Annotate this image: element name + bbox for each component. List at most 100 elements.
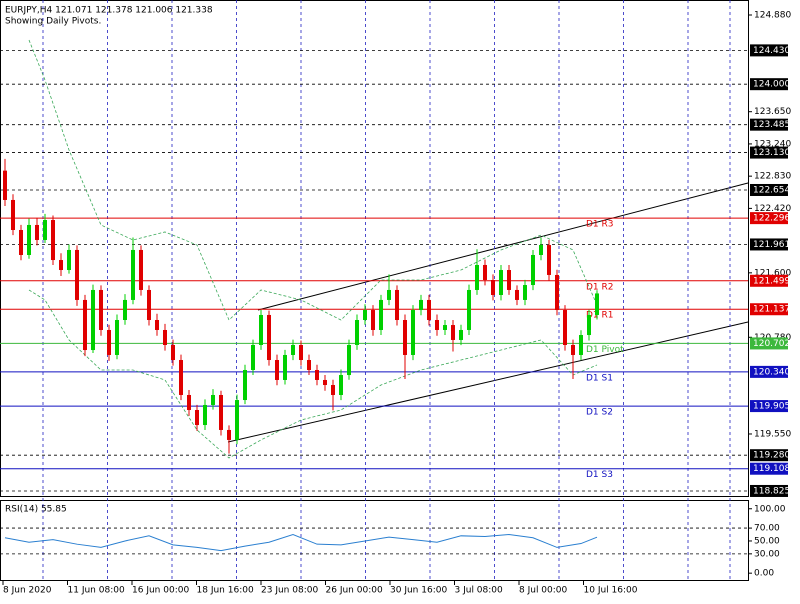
candle-body: [427, 299, 431, 321]
candle-body: [179, 360, 183, 395]
candle-body: [531, 254, 535, 286]
candle-body: [235, 400, 239, 440]
candle-body: [251, 344, 255, 370]
candle-body: [363, 310, 367, 321]
y-tick-label: 119.550: [754, 429, 791, 439]
channel-lower: [227, 321, 749, 443]
candle-body: [11, 199, 15, 230]
candle-body: [155, 320, 159, 330]
y-tick-label: 121.600: [754, 268, 791, 278]
candle-body: [195, 410, 199, 426]
candle-body: [307, 360, 311, 370]
candle-body: [475, 264, 479, 290]
pivot-label: 119.108: [753, 464, 790, 474]
x-tick-label: 23 Jun 08:00: [261, 586, 318, 596]
candle-body: [115, 320, 119, 355]
candle-body: [467, 289, 471, 330]
candle-body: [291, 344, 295, 355]
rsi-line: [4, 533, 598, 552]
candle-body: [243, 369, 247, 401]
candle-body: [323, 379, 327, 386]
candle-body: [171, 344, 175, 361]
rsi-tick-label: 0.00: [754, 569, 774, 579]
chart-title: EURJPY,H4 121.071 121.378 121.006 121.33…: [5, 6, 213, 16]
candle-body: [99, 289, 103, 330]
x-tick-label: 8 Jul 00:00: [519, 586, 568, 596]
pivot-label: 120.340: [753, 367, 790, 377]
candle-body: [283, 354, 287, 380]
candle-body: [123, 299, 127, 321]
candle-body: [579, 335, 583, 355]
level-label: 122.654: [753, 185, 790, 195]
candle-body: [347, 344, 351, 376]
candle-body: [187, 394, 191, 411]
candle-body: [59, 260, 63, 271]
level-label: 124.430: [753, 46, 790, 56]
pivot-box: [750, 212, 788, 225]
pivot-label: 121.499: [753, 276, 790, 286]
candle-body: [563, 310, 567, 345]
level-label: 124.000: [753, 80, 790, 90]
pivot-label: 119.905: [753, 402, 790, 412]
y-tick-label: 123.240: [754, 139, 791, 149]
candle-body: [515, 289, 519, 300]
x-tick-label: 26 Jun 00:00: [326, 586, 383, 596]
x-tick-label: 11 Jun 08:00: [68, 586, 125, 596]
candle-body: [51, 220, 55, 261]
rsi-tick-label: 50.00: [754, 536, 780, 546]
band-upper: [28, 39, 598, 321]
candle-body: [139, 249, 143, 290]
y-tick-label: 122.830: [754, 172, 791, 182]
candle-body: [555, 274, 559, 311]
pivot-box: [750, 303, 788, 316]
level-label: 123.130: [753, 148, 790, 158]
level-box: [750, 78, 788, 91]
candle-body: [299, 344, 303, 361]
candle-body: [3, 170, 7, 200]
candle-body: [211, 394, 215, 405]
candle-body: [27, 224, 31, 255]
level-label: 123.485: [753, 120, 790, 130]
candle-body: [419, 299, 423, 311]
pivot-box: [750, 365, 788, 378]
candle-body: [435, 320, 439, 330]
level-box: [750, 238, 788, 251]
rsi-title: RSI(14) 55.85: [5, 505, 67, 515]
candle-body: [491, 279, 495, 296]
candle-body: [595, 293, 599, 315]
y-tick-label: 124.880: [754, 11, 791, 21]
candle-body: [539, 245, 543, 255]
candle-body: [67, 249, 71, 271]
level-box: [750, 183, 788, 196]
pivot-name: D1 R2: [586, 282, 614, 292]
band-lower: [28, 289, 598, 459]
level-label: 118.825: [753, 486, 790, 496]
level-box: [750, 449, 788, 462]
level-label: 119.280: [753, 451, 790, 461]
price-frame: [0, 0, 749, 497]
level-box: [750, 118, 788, 131]
x-tick-label: 3 Jul 08:00: [455, 586, 504, 596]
channel-upper: [257, 182, 749, 311]
candle-body: [331, 385, 335, 395]
x-tick-label: 16 Jun 00:00: [132, 586, 189, 596]
candle-body: [267, 314, 271, 361]
candle-body: [459, 329, 463, 340]
pivot-box: [750, 274, 788, 287]
x-tick-label: 10 Jul 16:00: [584, 586, 638, 596]
y-tick-label: 122.420: [754, 204, 791, 214]
candle-body: [379, 299, 383, 330]
candle-body: [499, 270, 503, 296]
candle-body: [403, 320, 407, 355]
candle-body: [19, 229, 23, 255]
candle-body: [147, 289, 151, 321]
pivot-name: D1 S1: [586, 373, 613, 383]
candle-body: [43, 220, 47, 240]
candle-body: [483, 264, 487, 280]
y-tick-label: 123.650: [754, 107, 791, 117]
candle-body: [451, 325, 455, 340]
pivot-name: D1 R1: [586, 311, 614, 321]
x-tick-label: 18 Jun 16:00: [197, 586, 254, 596]
